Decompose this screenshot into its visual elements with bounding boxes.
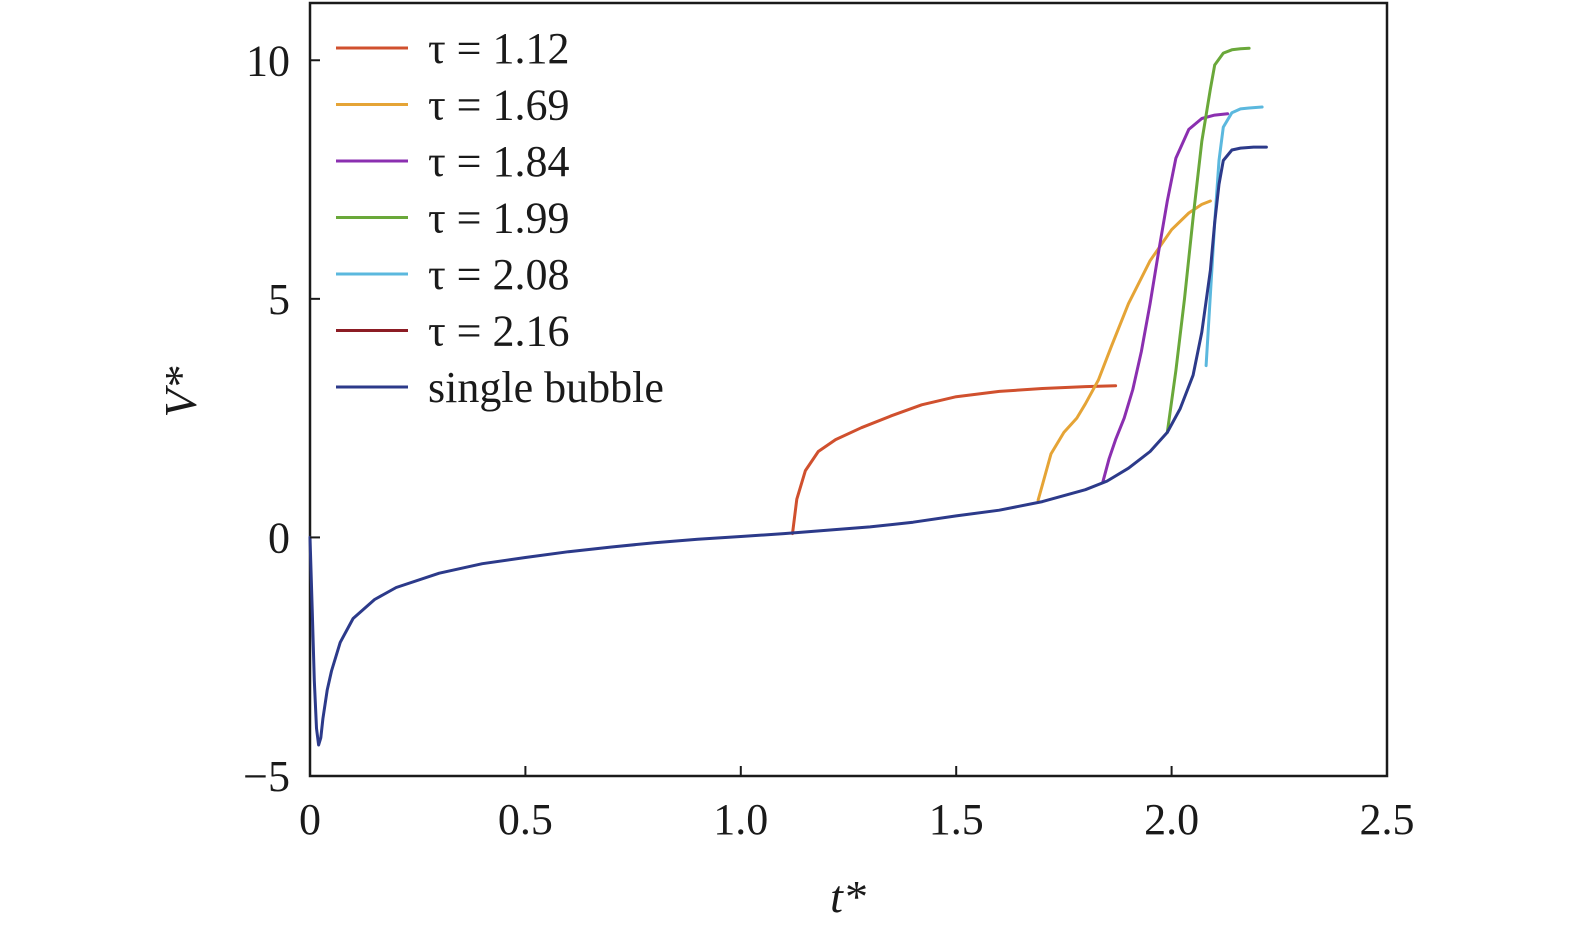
- x-tick-label: 1.0: [713, 795, 768, 844]
- y-tick-label: 0: [268, 513, 290, 562]
- y-tick-label: 10: [246, 36, 290, 85]
- x-axis-title: t*: [830, 871, 866, 922]
- x-tick-label: 1.5: [929, 795, 984, 844]
- legend-label: τ = 2.08: [428, 250, 570, 299]
- x-axis: 0 0.5 1.0 1.5 2.0 2.5: [299, 766, 1415, 844]
- x-tick-label: 0: [299, 795, 321, 844]
- legend-label: τ = 2.16: [428, 307, 570, 356]
- series-line-1: [1036, 199, 1212, 502]
- series-layer: [308, 46, 1268, 747]
- series-line-3: [1165, 46, 1251, 434]
- plot-frame: [308, 1, 1389, 778]
- legend-label: τ = 1.99: [428, 194, 570, 243]
- y-axis-title: V*: [155, 366, 206, 417]
- x-tick-label: 0.5: [498, 795, 553, 844]
- legend-label: τ = 1.12: [428, 24, 570, 73]
- legend-label: τ = 1.69: [428, 81, 570, 130]
- x-tick-label: 2.5: [1360, 795, 1415, 844]
- y-tick-label: −5: [243, 752, 290, 801]
- legend: τ = 1.12 τ = 1.69 τ = 1.84 τ = 1.99 τ = 2.08…: [336, 24, 664, 412]
- plot-area: [308, 1, 1389, 778]
- series-line-6: [308, 145, 1268, 747]
- series-line-2: [1101, 112, 1230, 484]
- series-line-0: [791, 384, 1118, 536]
- x-tick-label: 2.0: [1144, 795, 1199, 844]
- legend-label: τ = 1.84: [428, 137, 570, 186]
- y-axis: −5 0 5 10: [243, 36, 320, 801]
- y-tick-label: 5: [268, 275, 290, 324]
- legend-label: single bubble: [428, 363, 664, 412]
